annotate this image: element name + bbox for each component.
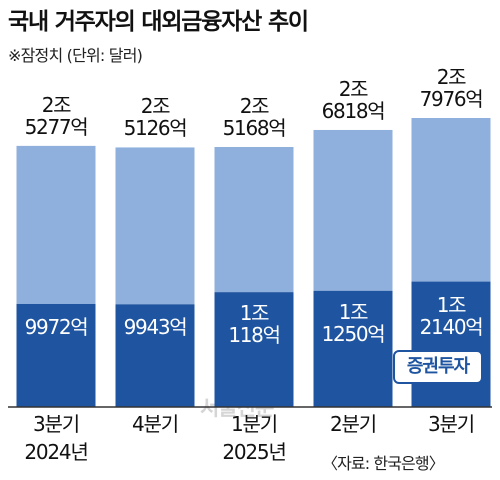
total-value-label-5-line1: 2조	[436, 65, 467, 89]
bar-other-1	[16, 145, 96, 304]
x-tick-label-2-line1: 4분기	[132, 412, 179, 436]
total-value-label-1-line1: 2조	[41, 92, 72, 117]
x-tick-label-1-line1: 3분기	[33, 412, 80, 436]
legend-badge-securities: 증권투자	[393, 350, 483, 384]
securities-value-label-4-line2: 1250억	[321, 321, 386, 346]
chart-subtitle: ※잠정치 (단위: 달러)	[8, 46, 143, 65]
bar-securities-2	[115, 304, 195, 407]
securities-value-label-4-line1: 1조	[338, 299, 369, 324]
total-value-label-2: 2조 5126억	[100, 95, 210, 139]
x-tick-label-1: 3분기 2024년	[1, 410, 111, 466]
x-tick-label-2: 4분기	[100, 410, 210, 438]
chart-title: 국내 거주자의 대외금융자산 추이	[8, 9, 309, 35]
x-tick-label-3: 1분기 2025년	[199, 410, 309, 466]
x-tick-label-5: 3분기	[396, 410, 500, 438]
x-tick-label-4: 2분기	[298, 410, 408, 438]
bar-other-3	[214, 147, 294, 293]
total-value-label-2-line2: 5126억	[123, 116, 188, 141]
bar-securities-1	[16, 303, 96, 407]
bar-other-5	[411, 118, 491, 282]
securities-value-label-1-line1: 9972억	[24, 314, 89, 339]
source-note: 〈자료: 한국은행〉	[322, 454, 445, 473]
securities-value-label-5-line1: 1조	[436, 292, 467, 317]
x-tick-label-3-line1: 1분기	[231, 412, 278, 436]
securities-value-label-5: 1조 2140억	[401, 294, 500, 338]
bar-securities-4	[313, 290, 393, 407]
total-value-label-3-line2: 5168억	[222, 116, 287, 140]
total-value-label-3: 2조 5168억	[199, 95, 309, 139]
securities-value-label-1: 9972억	[6, 316, 106, 338]
total-value-label-1-line2: 5277억	[24, 114, 89, 139]
total-value-label-2-line1: 2조	[140, 94, 171, 119]
securities-value-label-4: 1조 1250억	[303, 301, 403, 345]
securities-value-label-3-line2: 118억	[228, 323, 281, 348]
total-value-label-4-line2: 6818억	[321, 98, 386, 123]
bar-securities-3	[214, 292, 294, 407]
total-value-label-5: 2조 7976억	[396, 66, 500, 110]
bar-other-2	[115, 147, 195, 305]
total-value-label-5-line2: 7976억	[419, 87, 484, 111]
securities-value-label-2-line1: 9943억	[123, 315, 188, 340]
total-value-label-1: 2조 5277억	[1, 94, 111, 138]
x-tick-label-5-line1: 3분기	[428, 412, 475, 436]
bar-other-4	[313, 129, 393, 291]
x-tick-label-4-line1: 2분기	[330, 412, 377, 436]
securities-value-label-2: 9943억	[105, 316, 205, 338]
total-value-label-4: 2조 6818억	[298, 78, 408, 122]
securities-value-label-3: 1조 118억	[204, 302, 304, 346]
x-tick-label-1-line2: 2024년	[24, 440, 89, 464]
securities-value-label-3-line1: 1조	[239, 301, 270, 326]
securities-value-label-5-line2: 2140억	[419, 314, 484, 339]
bar-securities-5	[411, 281, 491, 407]
total-value-label-3-line1: 2조	[239, 94, 270, 118]
total-value-label-4-line1: 2조	[338, 76, 369, 101]
x-tick-label-3-line2: 2025년	[222, 440, 287, 464]
